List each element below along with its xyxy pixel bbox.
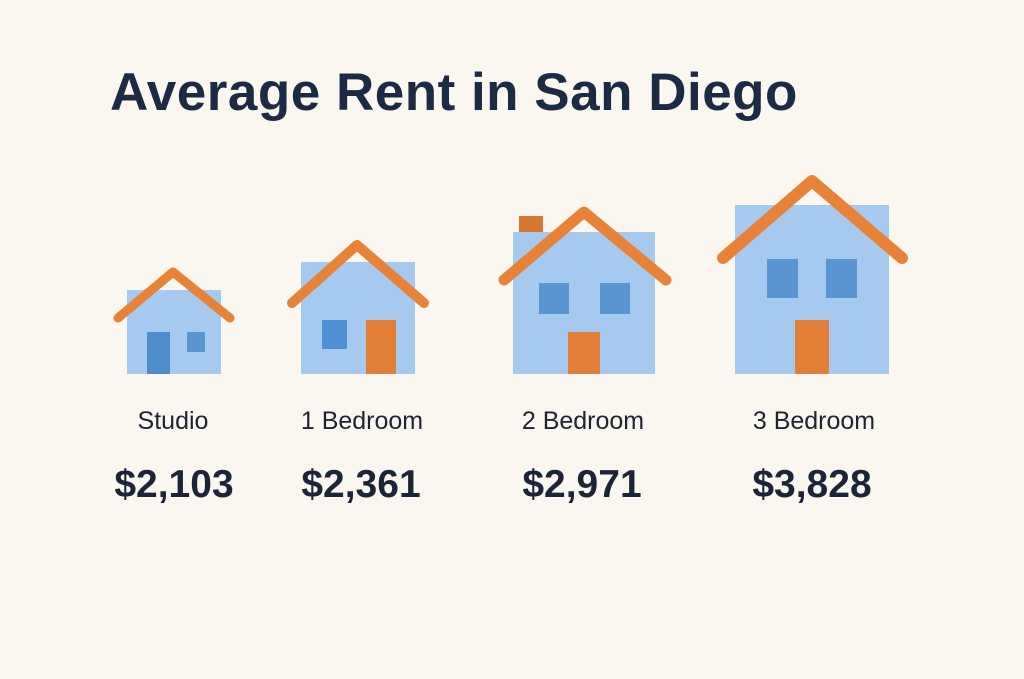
small-house-icon	[113, 267, 235, 374]
largest-house-icon	[717, 175, 908, 374]
price-value-2-bedroom: $2,971	[522, 463, 642, 506]
large-house-with-chimney-icon	[498, 206, 672, 374]
category-label-3-bedroom: 3 Bedroom	[752, 407, 876, 435]
price-value-studio: $2,103	[114, 463, 234, 506]
medium-house-icon	[287, 240, 429, 374]
price-value-3-bedroom: $3,828	[752, 463, 872, 506]
category-label-2-bedroom: 2 Bedroom	[521, 407, 645, 435]
category-label-1-bedroom: 1 Bedroom	[300, 407, 424, 435]
chart-title: Average Rent in San Diego	[110, 63, 798, 122]
price-value-1-bedroom: $2,361	[301, 463, 421, 506]
category-label-studio: Studio	[137, 407, 209, 435]
